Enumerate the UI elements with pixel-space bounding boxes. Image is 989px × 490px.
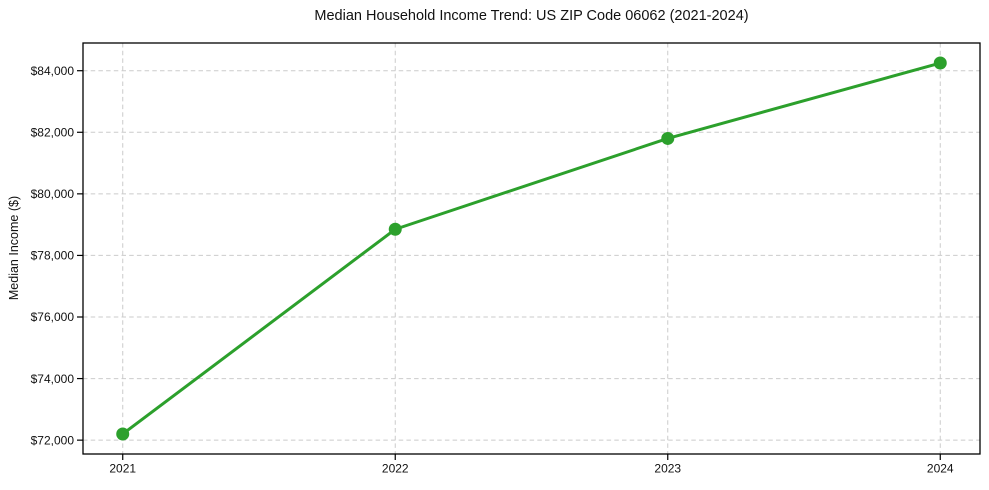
plot-border [82,42,981,455]
x-tick-label: 2022 [382,462,409,476]
trend-line [121,61,942,436]
x-tick-label: 2024 [927,462,954,476]
y-tick-label: $78,000 [31,249,75,263]
x-tick-label: 2021 [109,462,136,476]
y-tick-label: $84,000 [31,64,75,78]
data-point-2021 [116,427,130,441]
y-tick-label: $72,000 [31,433,75,447]
y-tick-label: $74,000 [31,372,75,386]
data-point-2023 [661,131,675,145]
y-tick-label: $76,000 [31,310,75,324]
data-point-2024 [933,56,947,70]
y-axis-label: Median Income ($) [7,195,21,301]
x-tick-label: 2023 [654,462,681,476]
data-point-2022 [388,222,402,236]
y-tick-label: $82,000 [31,125,75,139]
chart-title: Median Household Income Trend: US ZIP Co… [314,8,749,24]
y-tick-label: $80,000 [31,187,75,201]
